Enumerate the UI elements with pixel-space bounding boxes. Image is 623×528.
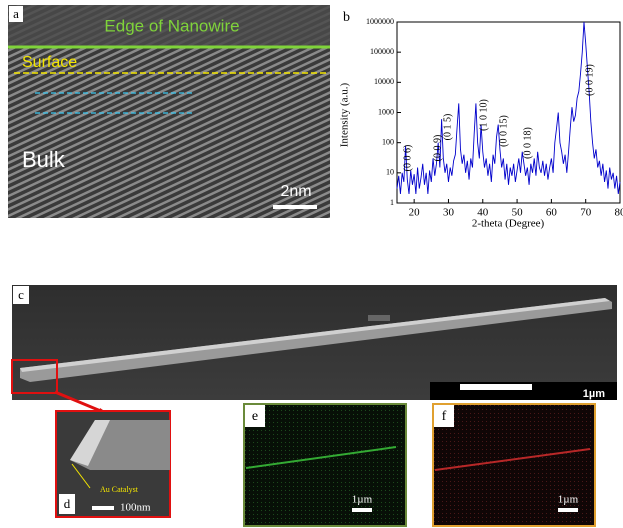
x-tick-label: 50 bbox=[512, 207, 524, 219]
peak-label: (1 0 10) bbox=[478, 99, 489, 131]
scale-label: 1µm bbox=[583, 388, 605, 400]
label-box bbox=[59, 494, 75, 514]
x-tick-label: 20 bbox=[409, 207, 421, 219]
peak-label: (0 0 9) bbox=[432, 135, 443, 162]
label-box bbox=[434, 405, 454, 427]
x-tick-label: 80 bbox=[615, 207, 623, 219]
signal-line bbox=[245, 446, 397, 469]
y-tick-label: 1000 bbox=[378, 107, 394, 116]
peak-label: (0 0 15) bbox=[498, 115, 509, 147]
panel-d: Au Catalyst d 100nm bbox=[55, 410, 171, 518]
edge-label: Edge of Nanowire bbox=[104, 16, 239, 35]
panel-label: d bbox=[64, 496, 71, 511]
x-tick-label: 60 bbox=[546, 207, 558, 219]
peak-label: (0 1 5) bbox=[442, 114, 453, 141]
peak-label: (0 0 18) bbox=[522, 127, 533, 159]
catalyst-label: Au Catalyst bbox=[100, 485, 139, 494]
panel-f: f 1µm bbox=[432, 403, 596, 527]
panel-label: e bbox=[252, 409, 258, 424]
scale-bar bbox=[273, 205, 317, 209]
scale-label: 100nm bbox=[120, 502, 151, 514]
bulk-label: Bulk bbox=[22, 147, 66, 172]
panel-e: e 1µm bbox=[243, 403, 407, 527]
y-tick-label: 10 bbox=[386, 168, 394, 177]
panel-label: b bbox=[343, 10, 350, 25]
scale-label: 2nm bbox=[280, 183, 311, 200]
panel-label: c bbox=[18, 287, 24, 302]
peak-label: (0 0 19) bbox=[584, 64, 595, 96]
scale-bar bbox=[558, 508, 578, 512]
y-tick-label: 10000 bbox=[374, 77, 394, 86]
x-axis-label: 2-theta (Degree) bbox=[472, 218, 545, 230]
pointer bbox=[71, 463, 91, 489]
y-axis-label: Intensity (a.u.) bbox=[339, 82, 351, 147]
vacuum bbox=[8, 5, 330, 47]
scale-label: 1µm bbox=[352, 494, 373, 506]
nanowire-edge bbox=[20, 298, 610, 372]
nanowire bbox=[20, 298, 612, 382]
x-tick-label: 70 bbox=[580, 207, 592, 219]
panel-label: a bbox=[13, 6, 19, 21]
surface-label: Surface bbox=[22, 54, 77, 71]
panel-label: f bbox=[442, 409, 447, 424]
scale-bar bbox=[92, 506, 114, 510]
y-tick-label: 100000 bbox=[370, 47, 394, 56]
label-box bbox=[9, 6, 23, 22]
label-box bbox=[13, 286, 29, 304]
signal-line bbox=[434, 448, 591, 471]
y-tick-label: 1000000 bbox=[366, 17, 394, 26]
xrd-chart: b 2-theta (Degree) Intensity (a.u.) 20 30… bbox=[339, 10, 623, 229]
y-tick-label: 100 bbox=[382, 137, 394, 146]
y-tick-label: 1 bbox=[390, 198, 394, 207]
scale-bar bbox=[352, 508, 372, 512]
scale-bar bbox=[460, 384, 532, 390]
xrd-line bbox=[396, 21, 621, 194]
tip-facet bbox=[70, 420, 110, 466]
x-tick-label: 30 bbox=[443, 207, 455, 219]
panel-a: a Edge of Nanowire Surface Bulk 2nm bbox=[8, 5, 330, 218]
particle bbox=[368, 315, 390, 321]
label-box bbox=[245, 405, 265, 427]
eds-map bbox=[432, 403, 596, 527]
panel-c: c 1µm bbox=[11, 285, 617, 418]
x-tick-label: 40 bbox=[477, 207, 489, 219]
zoom-box bbox=[11, 359, 58, 394]
scale-label: 1µm bbox=[558, 494, 579, 506]
peak-label: (0 0 6) bbox=[402, 145, 413, 172]
